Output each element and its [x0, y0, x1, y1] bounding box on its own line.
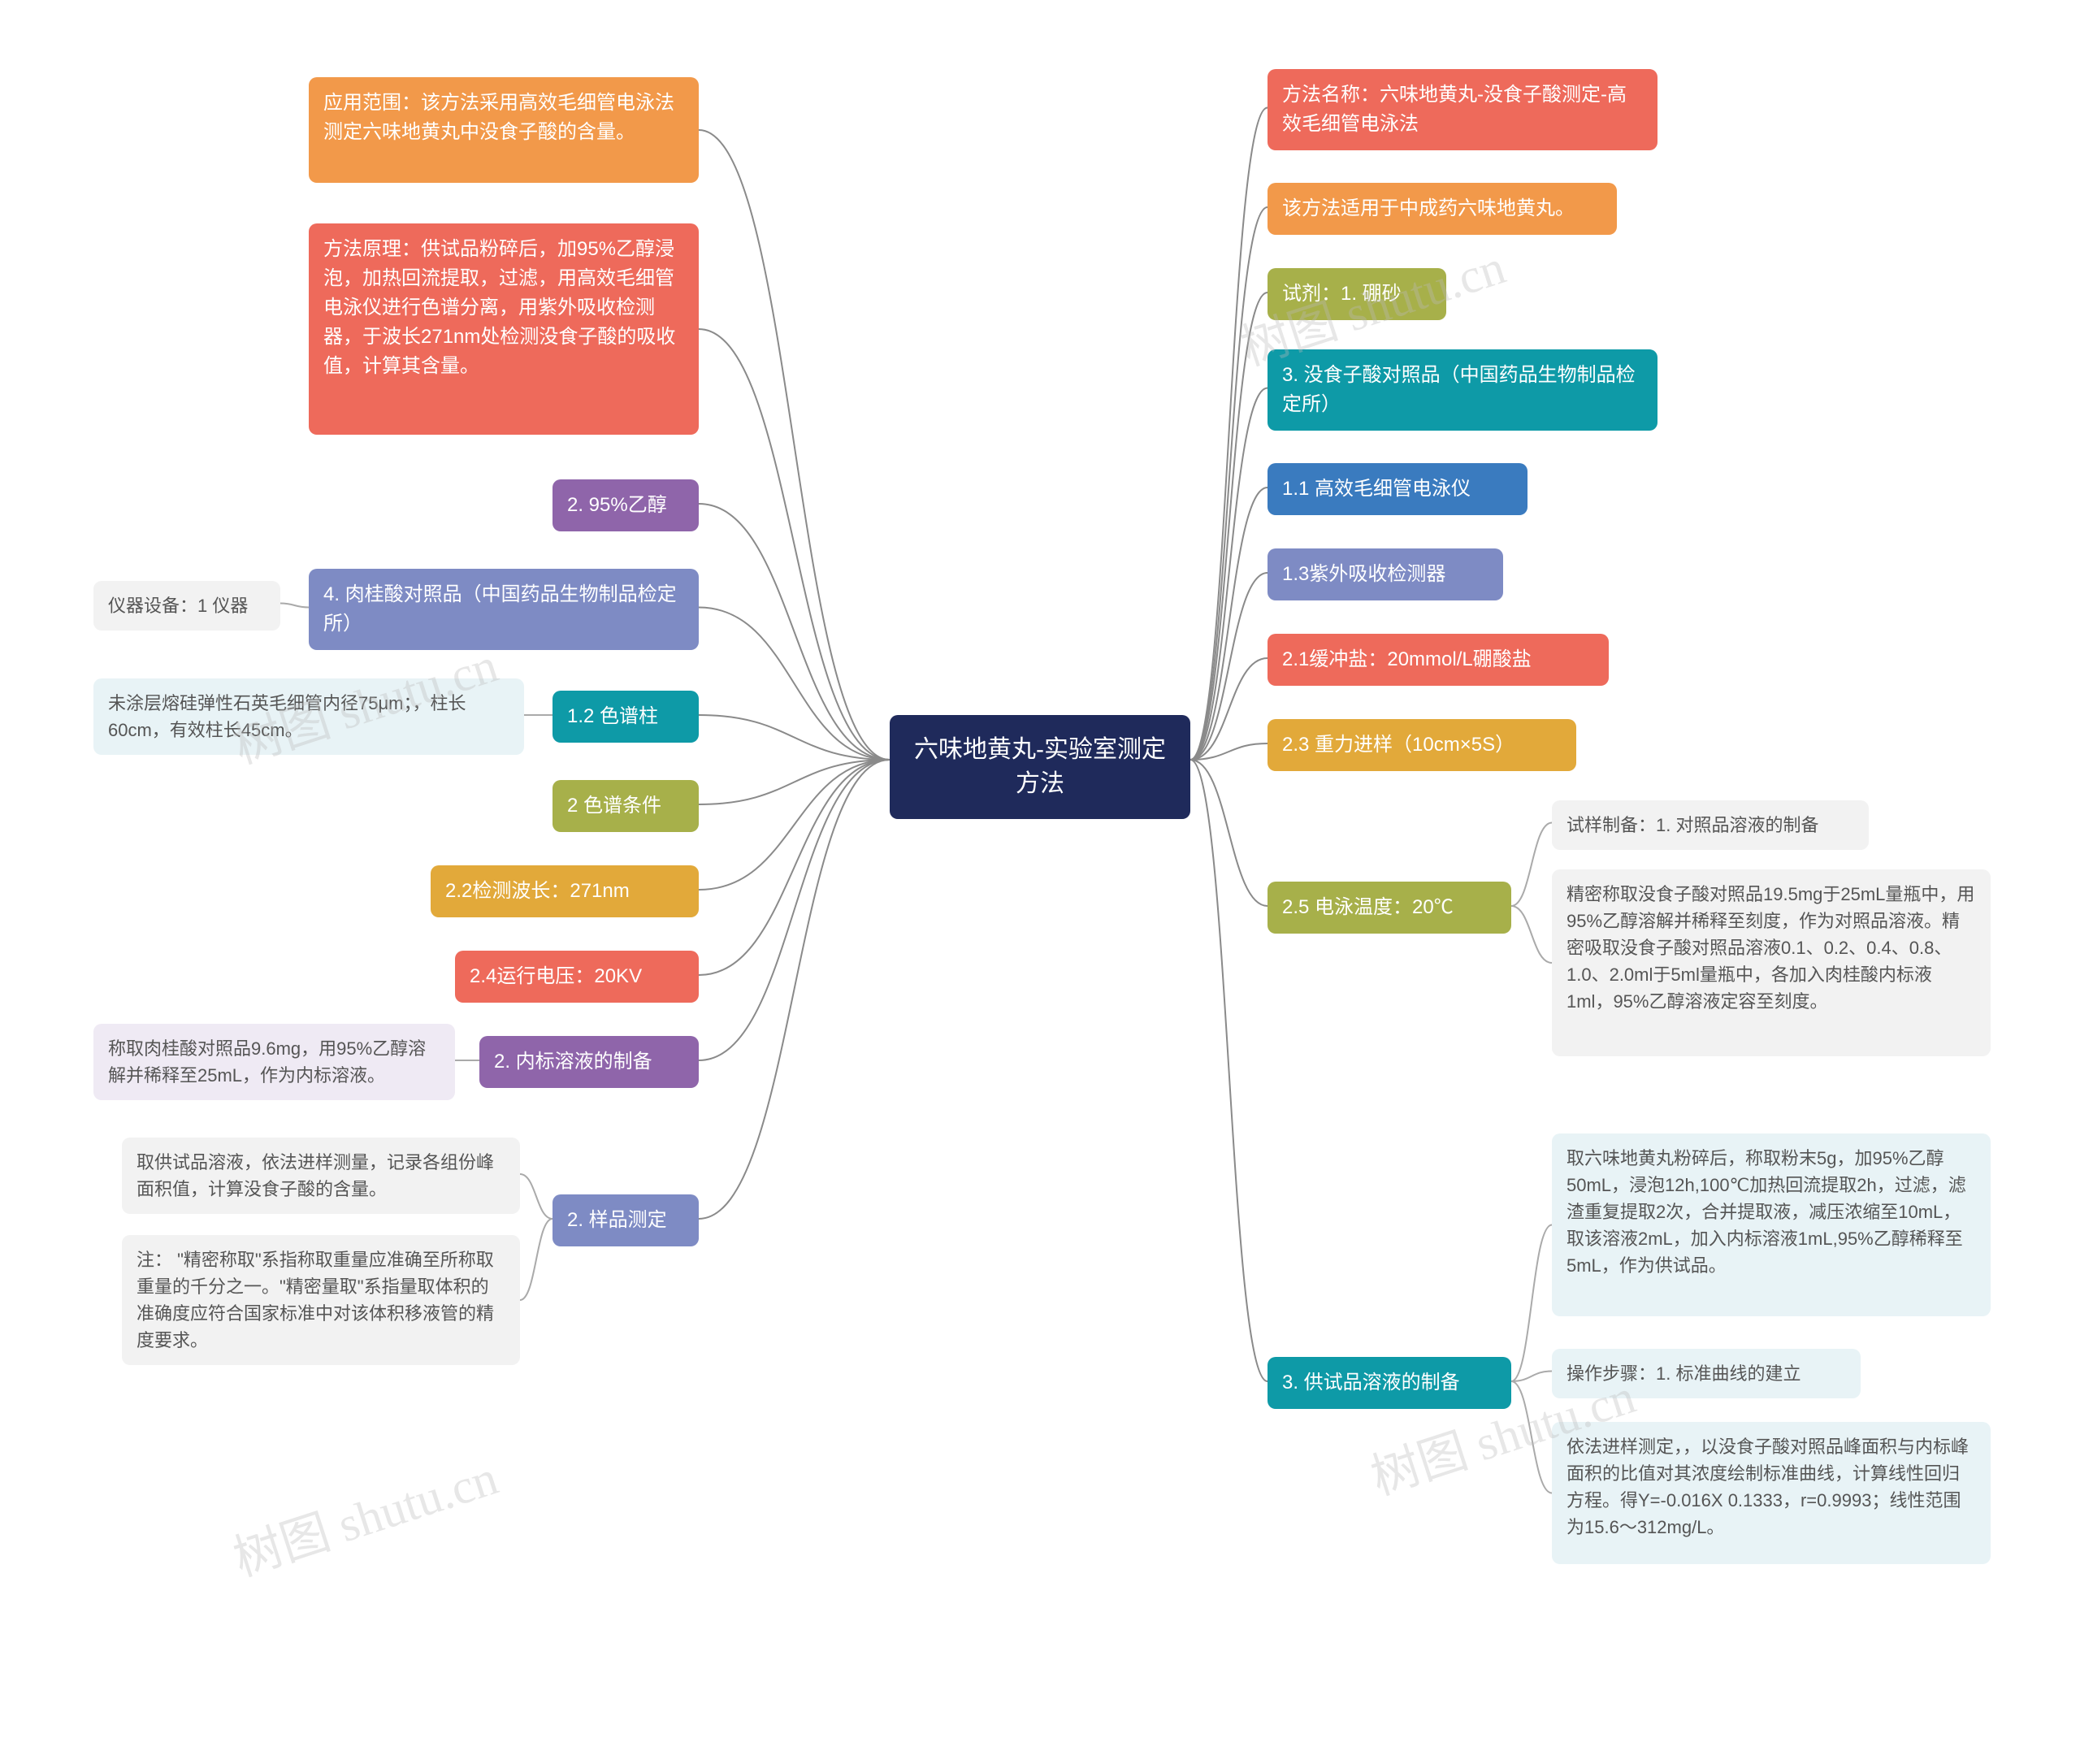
mindmap-node: 1.1 高效毛细管电泳仪 [1268, 463, 1528, 515]
mindmap-node: 3. 没食子酸对照品（中国药品生物制品检定所） [1268, 349, 1658, 431]
mindmap-leaf: 取六味地黄丸粉碎后，称取粉末5g，加95%乙醇50mL，浸泡12h,100℃加热… [1552, 1133, 1991, 1316]
mindmap-leaf: 精密称取没食子酸对照品19.5mg于25mL量瓶中，用95%乙醇溶解并稀释至刻度… [1552, 869, 1991, 1056]
mindmap-leaf: 操作步骤：1. 标准曲线的建立 [1552, 1349, 1861, 1398]
mindmap-node: 2.3 重力进样（10cm×5S） [1268, 719, 1576, 771]
mindmap-node: 2.4运行电压：20KV [455, 951, 699, 1003]
mindmap-node: 3. 供试品溶液的制备 [1268, 1357, 1511, 1409]
mindmap-leaf: 依法进样测定，，以没食子酸对照品峰面积与内标峰面积的比值对其浓度绘制标准曲线，计… [1552, 1422, 1991, 1564]
mindmap-node: 2.2检测波长：271nm [431, 865, 699, 917]
mindmap-center: 六味地黄丸-实验室测定方法 [890, 715, 1190, 819]
mindmap-node: 2.1缓冲盐：20mmol/L硼酸盐 [1268, 634, 1609, 686]
mindmap-node: 2. 样品测定 [552, 1194, 699, 1246]
mindmap-leaf: 注： "精密称取"系指称取重量应准确至所称取重量的千分之一。"精密量取"系指量取… [122, 1235, 520, 1365]
mindmap-leaf: 称取肉桂酸对照品9.6mg，用95%乙醇溶解并稀释至25mL，作为内标溶液。 [93, 1024, 455, 1100]
mindmap-node: 应用范围：该方法采用高效毛细管电泳法测定六味地黄丸中没食子酸的含量。 [309, 77, 699, 183]
mindmap-node: 方法原理：供试品粉碎后，加95%乙醇浸泡，加热回流提取，过滤，用高效毛细管电泳仪… [309, 223, 699, 435]
watermark: 树图 shutu.cn [223, 1438, 505, 1590]
mindmap-leaf: 试样制备：1. 对照品溶液的制备 [1552, 800, 1869, 850]
mindmap-node: 4. 肉桂酸对照品（中国药品生物制品检定所） [309, 569, 699, 650]
mindmap-node: 该方法适用于中成药六味地黄丸。 [1268, 183, 1617, 235]
mindmap-leaf: 未涂层熔硅弹性石英毛细管内径75μm；，柱长60cm，有效柱长45cm。 [93, 678, 524, 755]
mindmap-node: 2. 95%乙醇 [552, 479, 699, 531]
mindmap-leaf: 仪器设备：1 仪器 [93, 581, 280, 631]
mindmap-node: 1.3紫外吸收检测器 [1268, 548, 1503, 600]
mindmap-node: 2 色谱条件 [552, 780, 699, 832]
mindmap-node: 1.2 色谱柱 [552, 691, 699, 743]
mindmap-node: 方法名称：六味地黄丸-没食子酸测定-高效毛细管电泳法 [1268, 69, 1658, 150]
mindmap-node: 试剂：1. 硼砂 [1268, 268, 1446, 320]
mindmap-leaf: 取供试品溶液，依法进样测量，记录各组份峰面积值，计算没食子酸的含量。 [122, 1138, 520, 1214]
mindmap-node: 2. 内标溶液的制备 [479, 1036, 699, 1088]
mindmap-node: 2.5 电泳温度：20℃ [1268, 882, 1511, 934]
